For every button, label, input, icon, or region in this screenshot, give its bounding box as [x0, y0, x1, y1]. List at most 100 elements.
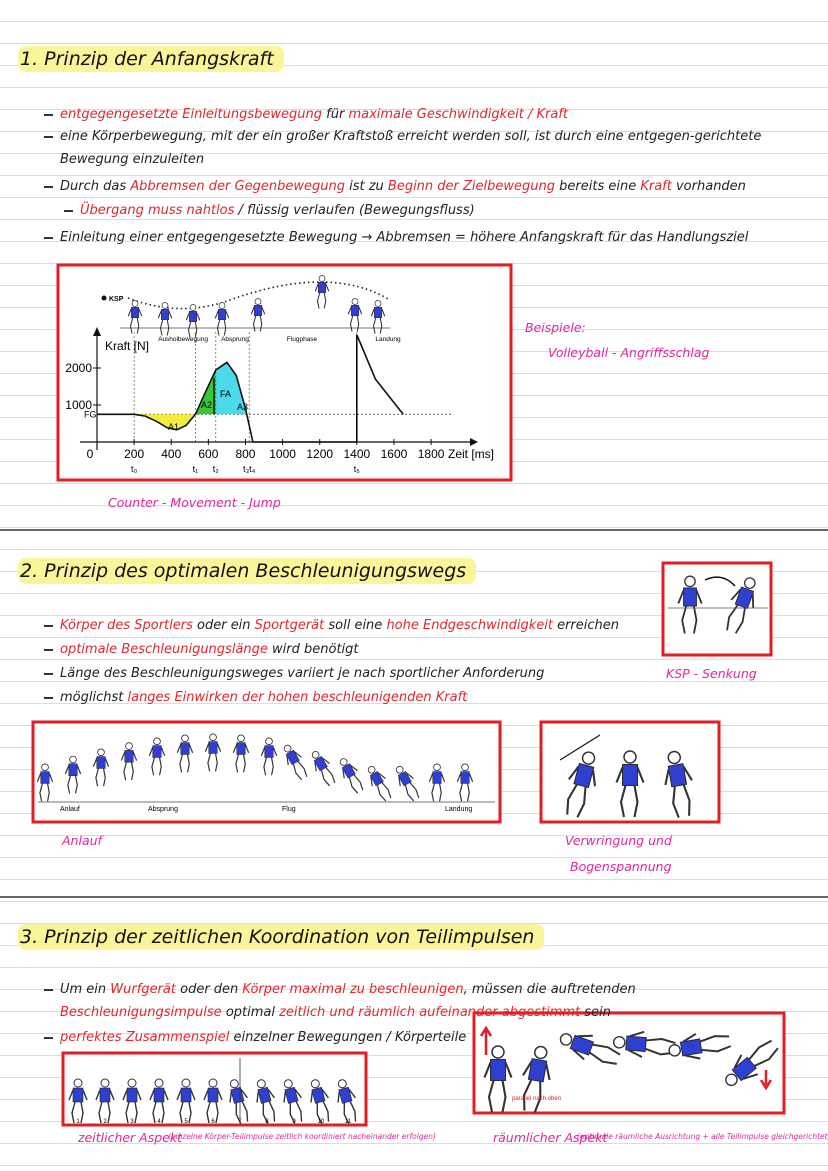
bullet-text: Abbremsen der Gegenbewegung: [130, 179, 345, 194]
figure-head: [218, 302, 226, 309]
figure-head: [725, 1073, 738, 1087]
figure-head: [69, 755, 77, 764]
figure-torso: [573, 762, 595, 789]
figure-head: [491, 1045, 505, 1059]
figure-limbs: [522, 1060, 551, 1113]
y-axis-arrow: [93, 327, 101, 336]
figure-sketch: [339, 758, 364, 794]
figure-limbs: [483, 1062, 513, 1113]
figure-sketch: [260, 737, 278, 776]
figure-sketch: [370, 300, 386, 334]
figure-sketch: [337, 1079, 357, 1124]
figure-limbs: [726, 588, 755, 634]
figure-torso: [490, 1059, 506, 1081]
frame-number: 3: [130, 1119, 134, 1125]
bullet: entgegengesetzte Einleitungsbewegung für…: [44, 103, 790, 126]
figure-limbs: [122, 1089, 142, 1124]
figure-torso: [397, 771, 412, 787]
bullet-text: sein: [580, 1005, 611, 1020]
title-text: 2. Prinzip des optimalen Beschleunigungs…: [18, 558, 477, 584]
bullet-text: Übergang muss nahtlos: [80, 203, 235, 218]
area-label: A2: [201, 400, 212, 410]
figure-limbs: [342, 764, 364, 794]
bullet-text: Durch das: [60, 179, 131, 194]
figure-limbs: [120, 751, 138, 781]
figure-sketch: [725, 1039, 779, 1087]
figure-head: [161, 302, 169, 309]
figure-limbs: [229, 1088, 249, 1124]
figure-torso: [230, 1086, 245, 1104]
bullet-text: zeitlich und räumlich aufeinander abgest…: [279, 1005, 581, 1020]
figure-limbs: [176, 1089, 196, 1124]
bullet-text: möglichst: [60, 690, 128, 705]
x-axis-label: Zeit [ms]: [448, 447, 494, 461]
figure-head: [97, 748, 105, 757]
x-tick-label: 600: [198, 447, 218, 461]
section-title: 1. Prinzip der Anfangskraft: [18, 46, 284, 72]
figure-torso: [99, 1087, 111, 1103]
figure-sketch: [428, 763, 446, 802]
figure-sketch: [95, 1078, 115, 1124]
handwritten-note: KSP - Senkung: [666, 666, 757, 681]
section-title: 2. Prinzip des optimalen Beschleunigungs…: [18, 558, 477, 584]
handwritten-note: Verwringung und: [565, 833, 672, 848]
figure-limbs: [68, 1089, 88, 1124]
figure-limbs: [95, 1089, 115, 1124]
bullet-text: entgegengesetzte Einleitungsbewegung: [60, 107, 322, 122]
x-tick-label: 400: [161, 447, 181, 461]
figure-head: [559, 1033, 573, 1046]
area-label: A1: [168, 422, 179, 432]
bullet-text: Sportgerät: [254, 618, 325, 633]
figure-sketch: [677, 575, 703, 634]
figure-head: [100, 1078, 110, 1088]
bullet-text: einzelner Bewegungen / Körperteile: [229, 1030, 467, 1045]
phase-label: Ausholbewegung: [158, 336, 208, 343]
handwritten-note: (einzelne Körper-Teilimpulse zeitlich ko…: [168, 1132, 436, 1141]
figure-torso: [432, 771, 442, 784]
figure-sketch: [664, 750, 693, 819]
figure-torso: [180, 1087, 192, 1103]
figure-torso: [218, 309, 226, 320]
frame-number: 8: [265, 1119, 269, 1125]
jump-label: Absprung: [148, 806, 178, 813]
figure-head: [283, 744, 292, 753]
figure-torso: [569, 1034, 594, 1056]
bullet-text: , müssen die auftretenden: [463, 982, 636, 997]
figure-sketch: [176, 734, 194, 773]
arrow-note: parallel nach oben: [512, 1096, 561, 1102]
figure-limbs: [314, 757, 336, 787]
bullet-text: / flüssig verlaufen (Bewegungsfluss): [234, 203, 475, 218]
figure-head: [623, 750, 637, 764]
figure-limbs: [204, 743, 222, 772]
figure-limbs: [256, 1088, 276, 1124]
section-title: 3. Prinzip der zeitlichen Koordination v…: [18, 924, 545, 950]
figure-head: [395, 765, 404, 774]
figure-torso: [40, 771, 50, 784]
figure-head: [254, 298, 262, 305]
x-tick-label: 0: [87, 447, 94, 461]
figure-sketch: [367, 765, 392, 802]
figure-sketch: [127, 300, 143, 334]
figure-limbs: [664, 765, 693, 819]
figure-head: [208, 1078, 218, 1088]
figure-limbs: [628, 1030, 676, 1058]
figure-torso: [622, 764, 638, 786]
figure-sketch: [149, 1078, 169, 1124]
frame-number: 7: [238, 1119, 242, 1125]
handwritten-note: Volleyball - Angriffsschlag: [548, 345, 710, 360]
area-label: FA: [220, 389, 231, 399]
figure-sketch: [185, 304, 201, 338]
figure-torso: [313, 756, 328, 772]
figure-sketch: [559, 1033, 621, 1065]
handwritten-note: Beispiele:: [525, 320, 586, 335]
figure-head: [743, 577, 756, 589]
x-tick-label: 200: [124, 447, 144, 461]
figure-sketch: [522, 1045, 551, 1113]
x-tick-label: 1800: [418, 447, 445, 461]
jump-label: Flug: [282, 806, 296, 813]
figure-limbs: [36, 773, 54, 802]
time-label: t₂: [213, 464, 220, 474]
figure-limbs: [615, 767, 645, 818]
frame-number: 1: [76, 1119, 80, 1125]
frame-number: 4: [157, 1119, 161, 1125]
